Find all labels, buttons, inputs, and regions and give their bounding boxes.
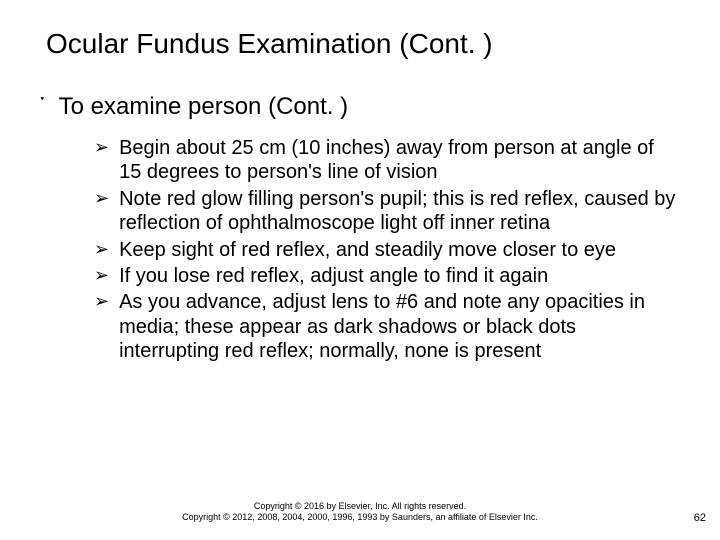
list-item: ➢ Keep sight of red reflex, and steadily… — [94, 238, 680, 262]
copyright-footer: Copyright © 2016 by Elsevier, Inc. All r… — [0, 501, 720, 524]
list-item: ➢ If you lose red reflex, adjust angle t… — [94, 264, 680, 288]
list-item-text: Begin about 25 cm (10 inches) away from … — [119, 136, 680, 185]
arrow-bullet-icon: ➢ — [94, 238, 109, 261]
arrow-bullet-icon: ➢ — [94, 264, 109, 287]
level1-bullet-icon: ་ — [40, 92, 45, 118]
list-item: ➢ As you advance, adjust lens to #6 and … — [94, 290, 680, 363]
level1-item: ་ To examine person (Cont. ) — [40, 92, 680, 122]
list-item: ➢ Begin about 25 cm (10 inches) away fro… — [94, 136, 680, 185]
arrow-bullet-icon: ➢ — [94, 136, 109, 159]
page-number: 62 — [694, 512, 706, 524]
footer-line2: Copyright © 2012, 2008, 2004, 2000, 1996… — [0, 512, 720, 524]
slide-container: Ocular Fundus Examination (Cont. ) ་ To … — [0, 0, 720, 540]
list-item-text: Note red glow filling person's pupil; th… — [119, 187, 680, 236]
level2-list: ➢ Begin about 25 cm (10 inches) away fro… — [94, 136, 680, 364]
list-item: ➢ Note red glow filling person's pupil; … — [94, 187, 680, 236]
list-item-text: As you advance, adjust lens to #6 and no… — [119, 290, 680, 363]
arrow-bullet-icon: ➢ — [94, 290, 109, 313]
list-item-text: If you lose red reflex, adjust angle to … — [119, 264, 548, 288]
level1-text: To examine person (Cont. ) — [59, 92, 348, 122]
footer-line1: Copyright © 2016 by Elsevier, Inc. All r… — [0, 501, 720, 513]
arrow-bullet-icon: ➢ — [94, 187, 109, 210]
slide-title: Ocular Fundus Examination (Cont. ) — [46, 28, 680, 60]
list-item-text: Keep sight of red reflex, and steadily m… — [119, 238, 616, 262]
